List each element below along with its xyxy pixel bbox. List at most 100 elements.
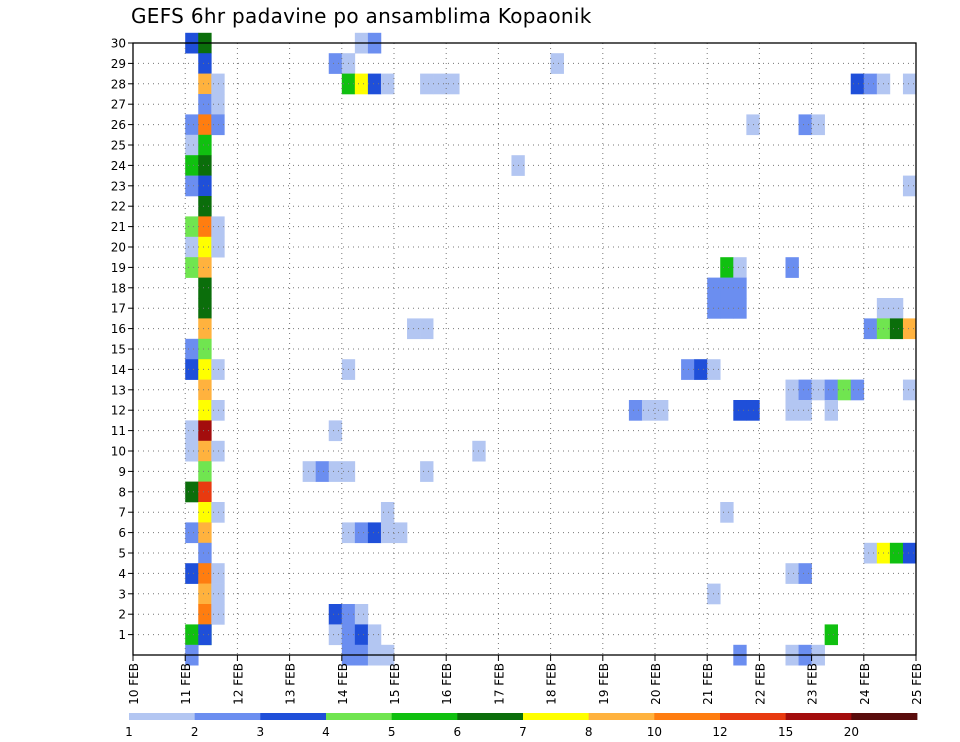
heatmap-cell [824,379,838,401]
heatmap-cell [185,481,199,503]
heatmap-cell [328,461,343,482]
heatmap-cell [785,257,799,278]
heatmap-cell [198,522,212,544]
heatmap-cell [798,379,812,401]
heatmap-cell [198,379,212,401]
y-tick-label: 30 [111,37,126,51]
x-tick-label: 25 FEB [910,663,924,705]
heatmap-cell [211,400,225,421]
heatmap-cell [328,53,343,74]
y-tick-label: 5 [118,547,126,561]
heatmap-cell [863,73,878,95]
heatmap-cell [198,155,212,176]
legend-swatch [326,713,393,720]
y-tick-label: 23 [111,179,126,193]
heatmap-cell [367,522,382,544]
y-tick-label: 2 [118,608,126,622]
heatmap-cell [198,481,212,503]
heatmap-cell [185,338,199,360]
legend-swatch [129,713,196,720]
chart-title: GEFS 6hr padavine po ansamblima Kopaonik [131,4,592,28]
x-tick-label: 19 FEB [597,663,611,705]
x-tick-label: 15 FEB [388,663,402,705]
heatmap-cell [354,624,369,646]
heatmap-cell [837,379,852,401]
heatmap-cell [185,440,199,462]
heatmap-cell [354,604,369,625]
legend-label: 12 [712,725,727,739]
heatmap-cell [798,563,812,584]
heatmap-cell [655,400,669,421]
heatmap-cell [198,114,212,136]
heatmap-cell [185,624,199,646]
heatmap-cell [185,175,199,197]
heatmap-cell [720,502,734,523]
heatmap-cell [185,359,199,380]
heatmap-cell [785,379,799,401]
heatmap-cell [863,318,878,340]
legend-swatch [194,713,261,720]
heatmap-cell [380,522,395,544]
heatmap-cell [850,73,865,95]
heatmap-cell [889,542,904,564]
legend-swatch [391,713,458,720]
heatmap-cell [328,604,343,625]
heatmap-cell [198,624,212,646]
heatmap-cell [380,502,395,523]
y-tick-label: 11 [111,424,126,438]
heatmap-cell [185,155,199,176]
y-tick-label: 25 [111,139,126,153]
heatmap-cell [198,461,212,482]
heatmap-cell [681,359,695,380]
heatmap-cell [198,338,212,360]
legend-swatch [654,713,721,720]
legend-label: 3 [257,725,265,739]
y-tick-label: 14 [111,363,126,377]
x-tick-label: 12 FEB [231,663,245,705]
legend-label: 8 [585,725,593,739]
heatmap-cell [367,624,382,646]
y-tick-label: 1 [118,628,126,642]
heatmap-cell [446,73,460,95]
heatmap-cell [198,175,212,197]
legend-swatch [720,713,787,720]
y-tick-label: 9 [118,465,126,479]
heatmap-cell [785,400,799,421]
legend-label: 6 [454,725,462,739]
heatmap-cell [824,400,838,421]
heatmap-cell [785,563,799,584]
heatmap-cell [354,73,369,95]
heatmap-cell [902,73,917,95]
heatmap-cell [733,298,747,319]
heatmap-cell [198,73,212,95]
y-tick-label: 4 [118,567,126,581]
legend-swatch [588,713,655,720]
heatmap-cell [211,440,225,462]
heatmap-cell [420,73,434,95]
legend-label: 4 [322,725,330,739]
legend-label: 20 [844,725,859,739]
heatmap-cell [733,257,747,278]
y-tick-label: 24 [111,159,126,173]
heatmap-cell [185,236,199,258]
heatmap-cell [198,298,212,319]
heatmap-cell [863,542,878,564]
y-tick-label: 6 [118,526,126,540]
y-tick-label: 29 [111,57,126,71]
heatmap-cell [380,73,395,95]
y-tick-label: 10 [111,445,126,459]
heatmap-cell [850,379,865,401]
heatmap-cell [211,114,225,136]
heatmap-cell [185,257,199,278]
y-tick-label: 20 [111,241,126,255]
heatmap-cell [720,277,734,299]
heatmap-cell [902,542,917,564]
heatmap-cell [211,236,225,258]
x-tick-label: 11 FEB [179,663,193,705]
x-tick-label: 23 FEB [806,663,820,705]
heatmap-cell [420,318,434,340]
legend-label: 5 [388,725,396,739]
heatmap-cell [628,400,643,421]
heatmap-cell [433,73,447,95]
y-tick-label: 26 [111,118,126,132]
